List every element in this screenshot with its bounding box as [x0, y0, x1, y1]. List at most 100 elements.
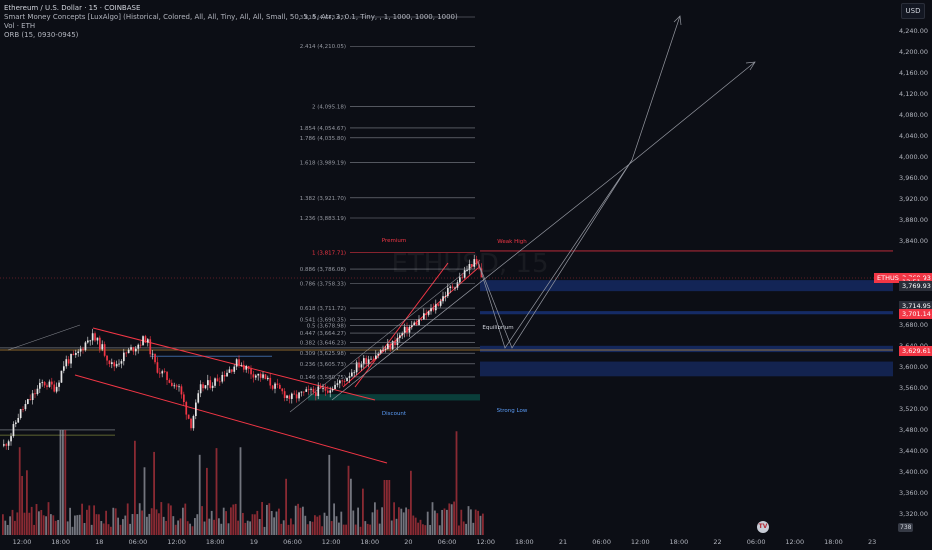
candle-body: [367, 359, 370, 365]
candle-body: [353, 372, 356, 374]
candlesticks: [3, 254, 483, 451]
volume-bar: [282, 520, 285, 535]
candle-body: [430, 307, 432, 312]
price-axis-label: 4,160.00: [899, 68, 928, 77]
price-tag: 3,629.61: [899, 346, 932, 357]
volume-bar: [203, 521, 206, 535]
bar-count-badge: 738: [898, 523, 914, 532]
volume-bar: [280, 523, 283, 535]
price-axis-label: 4,080.00: [899, 110, 928, 119]
candle-body: [468, 264, 471, 271]
candle-body: [166, 371, 168, 381]
candle-body: [228, 369, 231, 373]
price-axis-label: 3,480.00: [899, 425, 928, 434]
currency-button[interactable]: USD: [901, 3, 925, 19]
volume-bar: [342, 524, 345, 535]
volume-bar: [88, 505, 91, 535]
volume-bar: [333, 503, 335, 535]
volume-bar: [150, 508, 153, 535]
candle-body: [310, 388, 312, 390]
indicator-orb[interactable]: ORB (15, 0930-0945): [4, 31, 79, 39]
candle-body: [406, 326, 408, 333]
price-axis-label: 3,560.00: [899, 383, 928, 392]
volume-bar: [350, 478, 352, 535]
candle-body: [387, 343, 389, 350]
candle-body: [84, 342, 87, 351]
candle-body: [425, 313, 428, 315]
volume-bar: [83, 522, 86, 535]
volume-bar: [234, 503, 237, 535]
candle-body: [111, 362, 113, 365]
volume-bar: [338, 522, 340, 535]
time-axis-label: 06:00: [438, 538, 457, 546]
volume-bar: [263, 526, 266, 535]
volume-bar: [366, 523, 369, 535]
volume-bar: [426, 511, 429, 535]
candle-body: [24, 403, 27, 410]
candle-body: [240, 364, 243, 366]
volume-bar: [158, 513, 160, 535]
volume-bar: [347, 465, 350, 535]
candle-body: [51, 381, 53, 385]
fib-label: 0.447 (3,664.27): [300, 331, 346, 337]
candle-body: [288, 395, 291, 399]
volume-bar: [95, 514, 98, 535]
indicator-volume[interactable]: Vol · ETH: [4, 22, 36, 30]
fib-label: 1.236 (3,883.19): [300, 216, 346, 222]
volume-bar: [477, 510, 479, 535]
candle-body: [7, 441, 10, 446]
candle-body: [79, 348, 82, 352]
volume-bar: [412, 515, 415, 535]
volume-bar: [376, 509, 379, 535]
candle-body: [411, 325, 413, 328]
indicator-smc[interactable]: Smart Money Concepts [LuxAlgo] (Historic…: [4, 13, 458, 21]
candle-body: [161, 371, 164, 374]
candle-body: [264, 374, 267, 380]
candle-body: [209, 380, 212, 388]
candle-body: [31, 393, 34, 401]
candle-body: [135, 348, 137, 352]
volume-bar: [2, 514, 4, 535]
candle-body: [72, 353, 75, 355]
candle-body: [346, 377, 348, 382]
volume-bar: [11, 509, 14, 535]
candle-body: [391, 341, 394, 350]
candle-body: [118, 363, 120, 365]
candle-body: [463, 270, 466, 278]
volume-bar: [287, 524, 290, 535]
symbol-title[interactable]: Ethereum / U.S. Dollar · 15 · COINBASE: [4, 4, 141, 12]
candle-body: [27, 399, 29, 404]
candle-body: [94, 333, 96, 341]
price-axis-label: 3,400.00: [899, 467, 928, 476]
candle-body: [43, 382, 46, 386]
candle-body: [245, 365, 248, 370]
price-axis-label: 4,000.00: [899, 152, 928, 161]
volume-bar: [232, 504, 235, 535]
candle-body: [271, 385, 274, 389]
fib-label: 1 (3,817.71): [312, 250, 346, 256]
candle-body: [204, 385, 207, 389]
volume-bar: [242, 512, 244, 535]
candle-body: [377, 353, 380, 356]
volume-bar: [81, 503, 83, 535]
volume-bar: [455, 431, 458, 535]
volume-bar: [362, 488, 364, 535]
fib-label: 0.146 (3,580.75): [300, 375, 346, 381]
candle-body: [394, 341, 396, 345]
candle-body: [108, 360, 111, 365]
volume-bar: [110, 526, 112, 535]
candle-body: [291, 393, 293, 399]
volume-bar: [398, 507, 400, 535]
volume-bar: [16, 512, 19, 535]
tradingview-logo-icon[interactable]: TV: [757, 521, 769, 533]
volume-bar: [198, 454, 201, 535]
discount-label: Discount: [382, 411, 407, 417]
volume-bar: [340, 511, 343, 535]
candle-body: [211, 385, 214, 388]
volume-bar: [371, 512, 374, 535]
order-block-zone: [480, 311, 893, 315]
volume-bar: [138, 503, 141, 535]
candle-body: [171, 382, 173, 386]
volume-bar: [378, 523, 381, 535]
